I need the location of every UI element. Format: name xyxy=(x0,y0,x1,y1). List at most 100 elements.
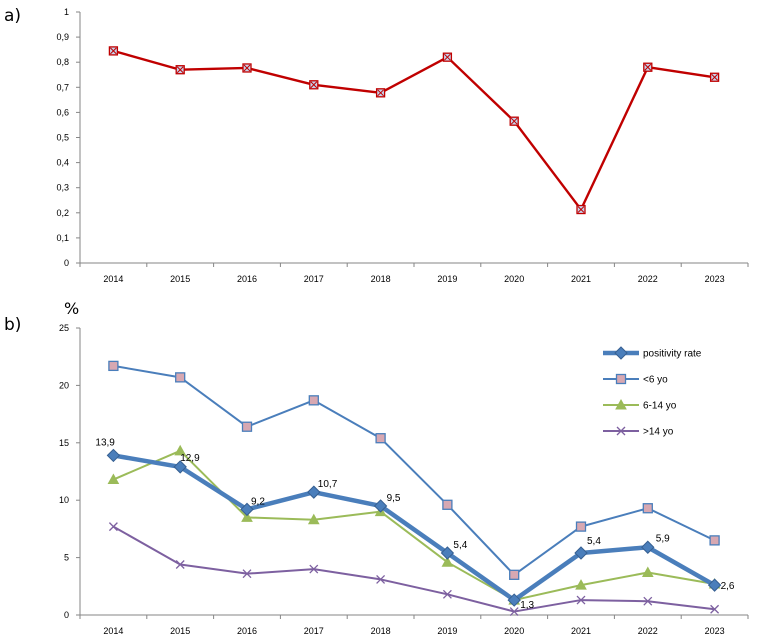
data-point-14-yo-b xyxy=(643,596,653,606)
y-tick-label: 0,7 xyxy=(56,82,69,92)
data-point-14-yo-b xyxy=(175,560,185,569)
data-point-6-14-yo xyxy=(307,513,320,525)
series-6-yo xyxy=(108,360,720,580)
data-point-6-yo xyxy=(375,433,386,444)
legend-marker-b xyxy=(616,426,626,436)
x-tick-label: 2016 xyxy=(237,626,257,636)
data-point-6-yo xyxy=(509,569,520,580)
x-tick-label: 2017 xyxy=(304,274,324,284)
series-positivity-rate xyxy=(106,448,722,607)
x-tick-label: 2021 xyxy=(571,626,591,636)
x-tick-label: 2018 xyxy=(371,626,391,636)
panel-b-label: b) xyxy=(4,315,21,335)
x-tick-label: 2023 xyxy=(705,626,725,636)
x-tick-label: 2023 xyxy=(705,274,725,284)
panel-b-legend: positivity rate <6 yo 6-14 yo >14 yo xyxy=(603,346,702,438)
x-tick-label: 2020 xyxy=(504,274,524,284)
panel-b-series xyxy=(106,360,722,617)
x-tick-label: 2022 xyxy=(638,626,658,636)
series-line-6-yo xyxy=(113,364,716,576)
legend-label: <6 yo xyxy=(643,375,668,386)
data-point-6-14-yo xyxy=(241,511,253,522)
x-tick-label: 2020 xyxy=(504,626,524,636)
y-tick-label: 0,3 xyxy=(56,183,69,193)
series-ratio xyxy=(108,46,720,215)
data-point-6-14-yo xyxy=(441,556,454,567)
panel-a-label: a) xyxy=(4,6,21,26)
data-point-14-yo-b xyxy=(242,569,252,579)
data-point-ratio-cross-b xyxy=(510,117,518,125)
data-point-14-yo-b xyxy=(710,604,720,614)
y-tick-label: 10 xyxy=(59,495,69,505)
data-point-6-yo xyxy=(241,421,253,432)
data-label: 12,9 xyxy=(180,453,200,464)
data-point-positivity-rate xyxy=(307,485,321,499)
legend-label: 6-14 yo xyxy=(643,401,677,412)
data-point-positivity-rate xyxy=(707,578,722,592)
data-point-14-yo-b xyxy=(376,574,386,584)
x-tick-label: 2016 xyxy=(237,274,257,284)
data-point-positivity-rate xyxy=(373,499,388,513)
panel-b-y-unit: % xyxy=(64,299,79,318)
y-tick-label: 20 xyxy=(59,380,69,390)
legend-marker xyxy=(615,373,627,385)
y-tick-label: 0,2 xyxy=(56,208,69,218)
data-label: 1,3 xyxy=(520,600,534,611)
data-point-positivity-rate xyxy=(440,546,455,560)
data-point-ratio-cross-b xyxy=(644,63,652,71)
data-point-ratio-cross-b xyxy=(176,66,184,74)
panel-b-x-ticks: 2014 2015 2016 2017 2018 2019 2020 2021 2022 2023 xyxy=(79,615,749,636)
series-14-yo xyxy=(108,522,720,617)
legend-label: >14 yo xyxy=(643,427,674,438)
data-label: 13,9 xyxy=(95,437,115,448)
series-line-positivity-rate xyxy=(113,453,716,603)
y-tick-label: 0,4 xyxy=(56,158,69,168)
y-tick-label: 25 xyxy=(59,323,69,333)
panel-a-y-ticks: 0 0,1 0,2 0,3 0,4 0,5 0,6 0,7 0,8 0,9 1 xyxy=(56,7,80,268)
data-point-6-yo xyxy=(175,372,186,383)
panel-b: b) % 0 5 10 15 20 25 2014 2015 2016 2017 2018 2019… xyxy=(4,299,749,636)
x-tick-label: 2014 xyxy=(103,274,123,284)
data-point-6-yo xyxy=(308,395,319,406)
data-label: 5,4 xyxy=(453,540,467,551)
x-tick-label: 2017 xyxy=(304,626,324,636)
data-point-positivity-rate xyxy=(507,593,521,607)
data-point-ratio-cross-b xyxy=(310,81,318,89)
x-tick-label: 2015 xyxy=(170,626,190,636)
y-tick-label: 0 xyxy=(64,258,69,268)
data-point-6-14-yo xyxy=(174,444,187,456)
data-point-positivity-rate xyxy=(106,448,121,463)
y-tick-label: 1 xyxy=(64,7,69,17)
data-point-6-yo xyxy=(575,521,587,532)
y-tick-label: 5 xyxy=(64,553,69,563)
data-point-6-14-yo xyxy=(107,473,120,485)
data-label: 5,4 xyxy=(587,536,601,547)
data-point-ratio-cross-b xyxy=(110,47,117,55)
series-6-14-yo xyxy=(107,444,721,605)
series-line-14-yo xyxy=(112,525,715,613)
data-point-6-yo xyxy=(642,503,653,514)
data-point-14-yo-b xyxy=(509,607,519,617)
y-tick-label: 0,9 xyxy=(56,32,69,42)
panel-a: a) 00,10,20,30,40,50,60,70,80,91 2014 201… xyxy=(4,6,749,284)
data-point-14-yo-b xyxy=(442,589,452,599)
x-tick-label: 2021 xyxy=(571,274,591,284)
y-tick-label: 15 xyxy=(59,438,69,448)
data-point-6-yo xyxy=(442,499,453,510)
data-point-14-yo-b xyxy=(309,564,319,574)
data-point-positivity-rate xyxy=(173,460,187,474)
data-point-6-yo xyxy=(108,360,119,372)
data-point-positivity-rate xyxy=(574,546,588,560)
x-tick-label: 2019 xyxy=(437,274,457,284)
y-tick-label: 0,1 xyxy=(56,233,69,243)
data-point-ratio-cross-b xyxy=(444,53,451,61)
legend-label: positivity rate xyxy=(643,349,702,360)
panel-a-x-ticks: 2014 2015 2016 2017 2018 2019 2020 2021 2022 2023 xyxy=(79,263,749,284)
data-point-ratio-cross-b xyxy=(711,73,718,81)
data-point-positivity-rate xyxy=(240,502,254,517)
x-tick-label: 2018 xyxy=(371,274,391,284)
data-label: 9,2 xyxy=(251,496,265,507)
panel-a-series xyxy=(108,46,720,215)
y-tick-label: 0,8 xyxy=(56,57,69,67)
